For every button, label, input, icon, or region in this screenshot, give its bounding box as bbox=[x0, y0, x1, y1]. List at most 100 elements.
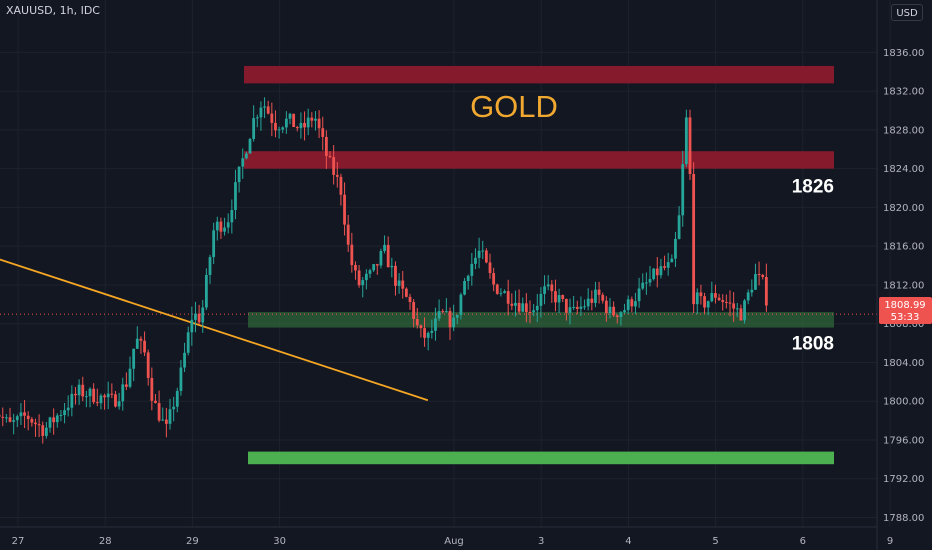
candle-body bbox=[248, 138, 252, 154]
candle-body bbox=[750, 289, 754, 293]
candle-body bbox=[572, 306, 576, 308]
candle-body bbox=[164, 419, 168, 424]
candle-body bbox=[15, 416, 19, 421]
candle-body bbox=[481, 250, 485, 252]
candle-body bbox=[303, 122, 306, 128]
candle-body bbox=[659, 266, 663, 276]
candle-body bbox=[608, 306, 612, 314]
candle-body bbox=[103, 395, 106, 398]
candle-body bbox=[215, 221, 219, 231]
candle-body bbox=[601, 294, 605, 301]
candle-body bbox=[619, 312, 623, 318]
y-tick-label: 1824.00 bbox=[883, 164, 924, 175]
candle-body bbox=[579, 306, 583, 309]
candle-body bbox=[695, 292, 699, 305]
candle-body bbox=[412, 301, 416, 319]
candle-body bbox=[743, 300, 746, 321]
candle-body bbox=[688, 117, 692, 175]
candle-body bbox=[746, 292, 750, 301]
x-tick-label: 28 bbox=[99, 536, 112, 547]
candle-body bbox=[30, 418, 34, 423]
y-tick-label: 1816.00 bbox=[883, 242, 924, 253]
candle-body bbox=[299, 122, 303, 129]
candle-body bbox=[266, 106, 270, 114]
symbol-label[interactable]: XAUUSD, 1h, IDC bbox=[6, 4, 100, 17]
candle-body bbox=[703, 296, 706, 308]
candle-body bbox=[19, 412, 23, 417]
candle-body bbox=[81, 384, 85, 397]
candle-body bbox=[339, 176, 343, 195]
candle-body bbox=[8, 417, 12, 422]
candle-body bbox=[681, 164, 685, 216]
trendline-layer bbox=[0, 258, 429, 402]
candle-body bbox=[546, 284, 550, 287]
candle-body bbox=[717, 297, 721, 301]
candle-body bbox=[506, 291, 510, 304]
candle-body bbox=[419, 325, 423, 329]
candle-body bbox=[408, 296, 412, 302]
x-tick-label: 27 bbox=[12, 536, 25, 547]
candle-body bbox=[757, 273, 761, 275]
y-tick-label: 1828.00 bbox=[883, 125, 924, 136]
currency-button[interactable]: USD bbox=[891, 4, 923, 21]
candle-body bbox=[292, 113, 296, 128]
candle-body bbox=[499, 292, 503, 294]
y-tick-label: 1792.00 bbox=[883, 474, 924, 485]
candle-body bbox=[488, 262, 492, 274]
candle-body bbox=[1, 416, 5, 418]
x-tick-label: 5 bbox=[712, 536, 718, 547]
y-tick-label: 1836.00 bbox=[883, 48, 924, 59]
candle-body bbox=[448, 311, 452, 328]
candle-body bbox=[332, 157, 336, 175]
candle-body bbox=[44, 427, 48, 436]
candle-body bbox=[586, 298, 590, 307]
candle-body bbox=[259, 107, 263, 118]
candle-body bbox=[288, 113, 292, 119]
candle-body bbox=[724, 301, 728, 303]
candle-body bbox=[401, 280, 405, 289]
candle-body bbox=[321, 128, 325, 137]
candle-body bbox=[364, 273, 368, 281]
y-tick-label: 1832.00 bbox=[883, 87, 924, 98]
candle-body bbox=[208, 257, 212, 275]
candle-body bbox=[404, 288, 408, 297]
candle-body bbox=[583, 306, 586, 308]
candle-body bbox=[157, 403, 161, 421]
candle-body bbox=[234, 182, 237, 210]
candle-body bbox=[430, 330, 434, 333]
candle-body bbox=[568, 307, 572, 313]
y-axis[interactable]: 1788.00 1792.00 1796.00 1800.00 1804.00 1808.… bbox=[883, 48, 924, 524]
zone-support_strong bbox=[248, 451, 834, 465]
candle-body bbox=[223, 227, 226, 232]
candle-body bbox=[88, 388, 92, 397]
candle-body bbox=[310, 117, 314, 121]
candle-body bbox=[194, 313, 197, 320]
candle-body bbox=[394, 265, 397, 286]
candle-body bbox=[252, 118, 256, 139]
candle-body bbox=[255, 117, 259, 119]
bar-countdown: 53:33 bbox=[891, 312, 920, 323]
y-tick-label: 1808.00 bbox=[883, 319, 924, 330]
candle-body bbox=[154, 400, 157, 404]
candle-body bbox=[263, 106, 266, 108]
candle-body bbox=[99, 395, 103, 404]
candle-body bbox=[379, 251, 383, 266]
candle-body bbox=[699, 292, 703, 297]
candle-body bbox=[84, 396, 88, 398]
candle-body bbox=[554, 291, 557, 303]
y-tick-label: 1800.00 bbox=[883, 397, 924, 408]
candle-body bbox=[612, 306, 616, 316]
candle-body bbox=[197, 313, 201, 323]
x-tick-label: 4 bbox=[625, 536, 631, 547]
candle-body bbox=[423, 328, 426, 338]
zone-label: 1808 bbox=[792, 334, 834, 355]
x-tick-label: 30 bbox=[273, 536, 286, 547]
current-price-value: 1808.99 bbox=[884, 300, 925, 311]
x-tick-label: Aug bbox=[444, 536, 464, 547]
candle-body bbox=[114, 394, 117, 407]
candle-body bbox=[186, 332, 190, 353]
candle-body bbox=[514, 302, 517, 306]
candle-body bbox=[230, 209, 234, 223]
x-axis[interactable]: 27 28 29 30 Aug 3 4 5 6 9 bbox=[12, 536, 894, 547]
